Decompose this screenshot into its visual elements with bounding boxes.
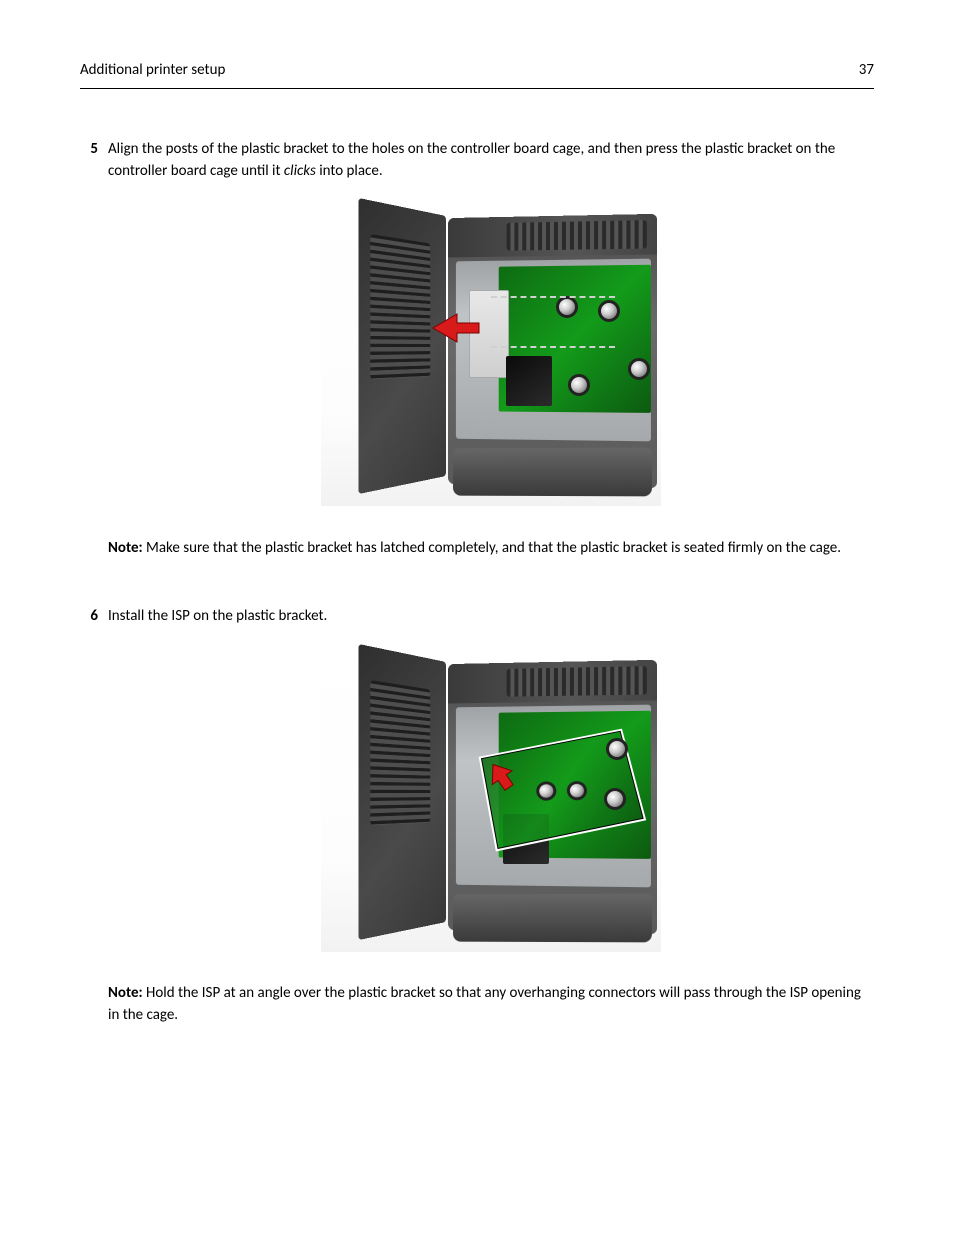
alignment-guide — [491, 296, 615, 298]
step-body: Install the ISP on the plastic bracket. — [108, 606, 874, 1055]
page-header: Additional printer setup 37 — [80, 60, 874, 89]
step-list: 5 Align the posts of the plastic bracket… — [80, 139, 874, 1055]
step-5-text-b: into place. — [316, 162, 383, 180]
isp-knob — [565, 779, 589, 802]
step-number: 6 — [80, 606, 108, 1055]
step-6: 6 Install the ISP on the plastic bracket… — [80, 606, 874, 1055]
figure-6-wrap — [108, 642, 874, 960]
insert-arrow-icon — [489, 762, 515, 800]
board-knob — [604, 788, 626, 810]
base-tray — [453, 448, 652, 497]
step-5-text: Align the posts of the plastic bracket t… — [108, 139, 874, 183]
access-door — [358, 643, 446, 939]
page-number: 37 — [859, 60, 874, 82]
note-text: Make sure that the plastic bracket has l… — [143, 539, 841, 557]
step-5-note: Note: Make sure that the plastic bracket… — [108, 538, 874, 560]
step-number: 5 — [80, 139, 108, 588]
printer-top — [448, 659, 657, 703]
access-door — [358, 198, 446, 494]
isp-knob — [535, 779, 559, 802]
step-body: Align the posts of the plastic bracket t… — [108, 139, 874, 588]
board-knob — [606, 738, 628, 760]
step-5: 5 Align the posts of the plastic bracket… — [80, 139, 874, 588]
base-tray — [453, 893, 652, 942]
step-5-italic: clicks — [284, 162, 316, 180]
step-6-text: Install the ISP on the plastic bracket. — [108, 606, 874, 628]
note-label: Note: — [108, 984, 143, 1002]
figure-5 — [321, 196, 661, 506]
door-vent — [370, 679, 430, 825]
figure-5-wrap — [108, 196, 874, 514]
door-vent — [370, 234, 430, 380]
step-6-note: Note: Hold the ISP at an angle over the … — [108, 983, 874, 1027]
top-vent — [507, 666, 647, 697]
printer-top — [448, 214, 657, 258]
top-vent — [507, 220, 647, 251]
note-label: Note: — [108, 539, 143, 557]
note-text: Hold the ISP at an angle over the plasti… — [108, 984, 861, 1024]
figure-6 — [321, 642, 661, 952]
component-box — [506, 356, 552, 406]
header-title: Additional printer setup — [80, 60, 225, 82]
step-5-text-a: Align the posts of the plastic bracket t… — [108, 140, 835, 180]
alignment-guide — [491, 346, 615, 348]
